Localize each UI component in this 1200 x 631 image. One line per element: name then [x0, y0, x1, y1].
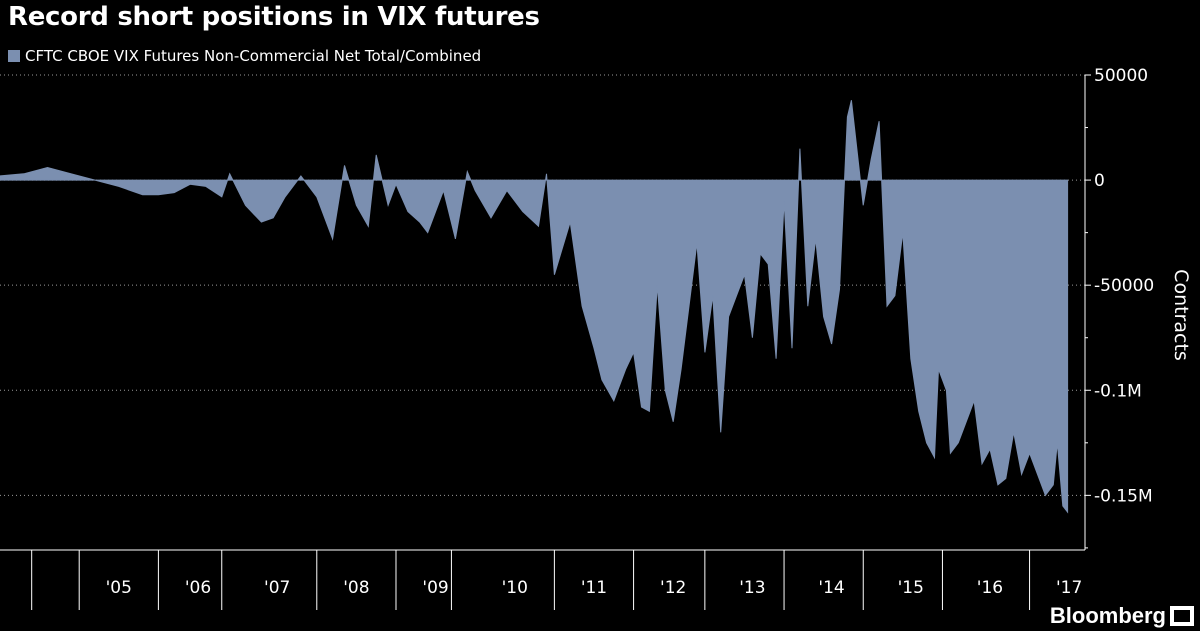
x-tick-label-9: '14: [818, 578, 844, 598]
x-tick-label-3: '08: [343, 578, 369, 598]
y-tick-label-4: -0.15M: [1094, 486, 1153, 506]
x-tick-label-6: '11: [581, 578, 607, 598]
brand-logo: Bloomberg: [1050, 603, 1194, 629]
legend: CFTC CBOE VIX Futures Non-Commercial Net…: [8, 47, 481, 65]
x-tick-label-1: '06: [185, 578, 211, 598]
x-tick-label-12: '17: [1056, 578, 1082, 598]
x-tick-label-10: '15: [898, 578, 924, 598]
bloomberg-mark-icon: [1170, 606, 1194, 626]
series-area: [0, 100, 1069, 514]
x-tick-label-7: '12: [660, 578, 686, 598]
y-axis-title: Contracts: [1170, 269, 1192, 361]
legend-label: CFTC CBOE VIX Futures Non-Commercial Net…: [25, 47, 482, 65]
x-tick-label-11: '16: [977, 578, 1003, 598]
x-tick-label-4: '09: [422, 578, 448, 598]
brand-name: Bloomberg: [1049, 603, 1166, 628]
legend-swatch: [8, 50, 20, 62]
y-tick-label-2: -50000: [1094, 276, 1154, 296]
chart-title: Record short positions in VIX futures: [8, 2, 540, 32]
y-tick-label-0: 50000: [1094, 66, 1148, 86]
x-tick-label-8: '13: [739, 578, 765, 598]
x-tick-label-2: '07: [264, 578, 290, 598]
x-tick-label-0: '05: [106, 578, 132, 598]
x-tick-label-5: '10: [502, 578, 528, 598]
y-tick-label-1: 0: [1094, 171, 1105, 191]
y-tick-label-3: -0.1M: [1094, 381, 1142, 401]
